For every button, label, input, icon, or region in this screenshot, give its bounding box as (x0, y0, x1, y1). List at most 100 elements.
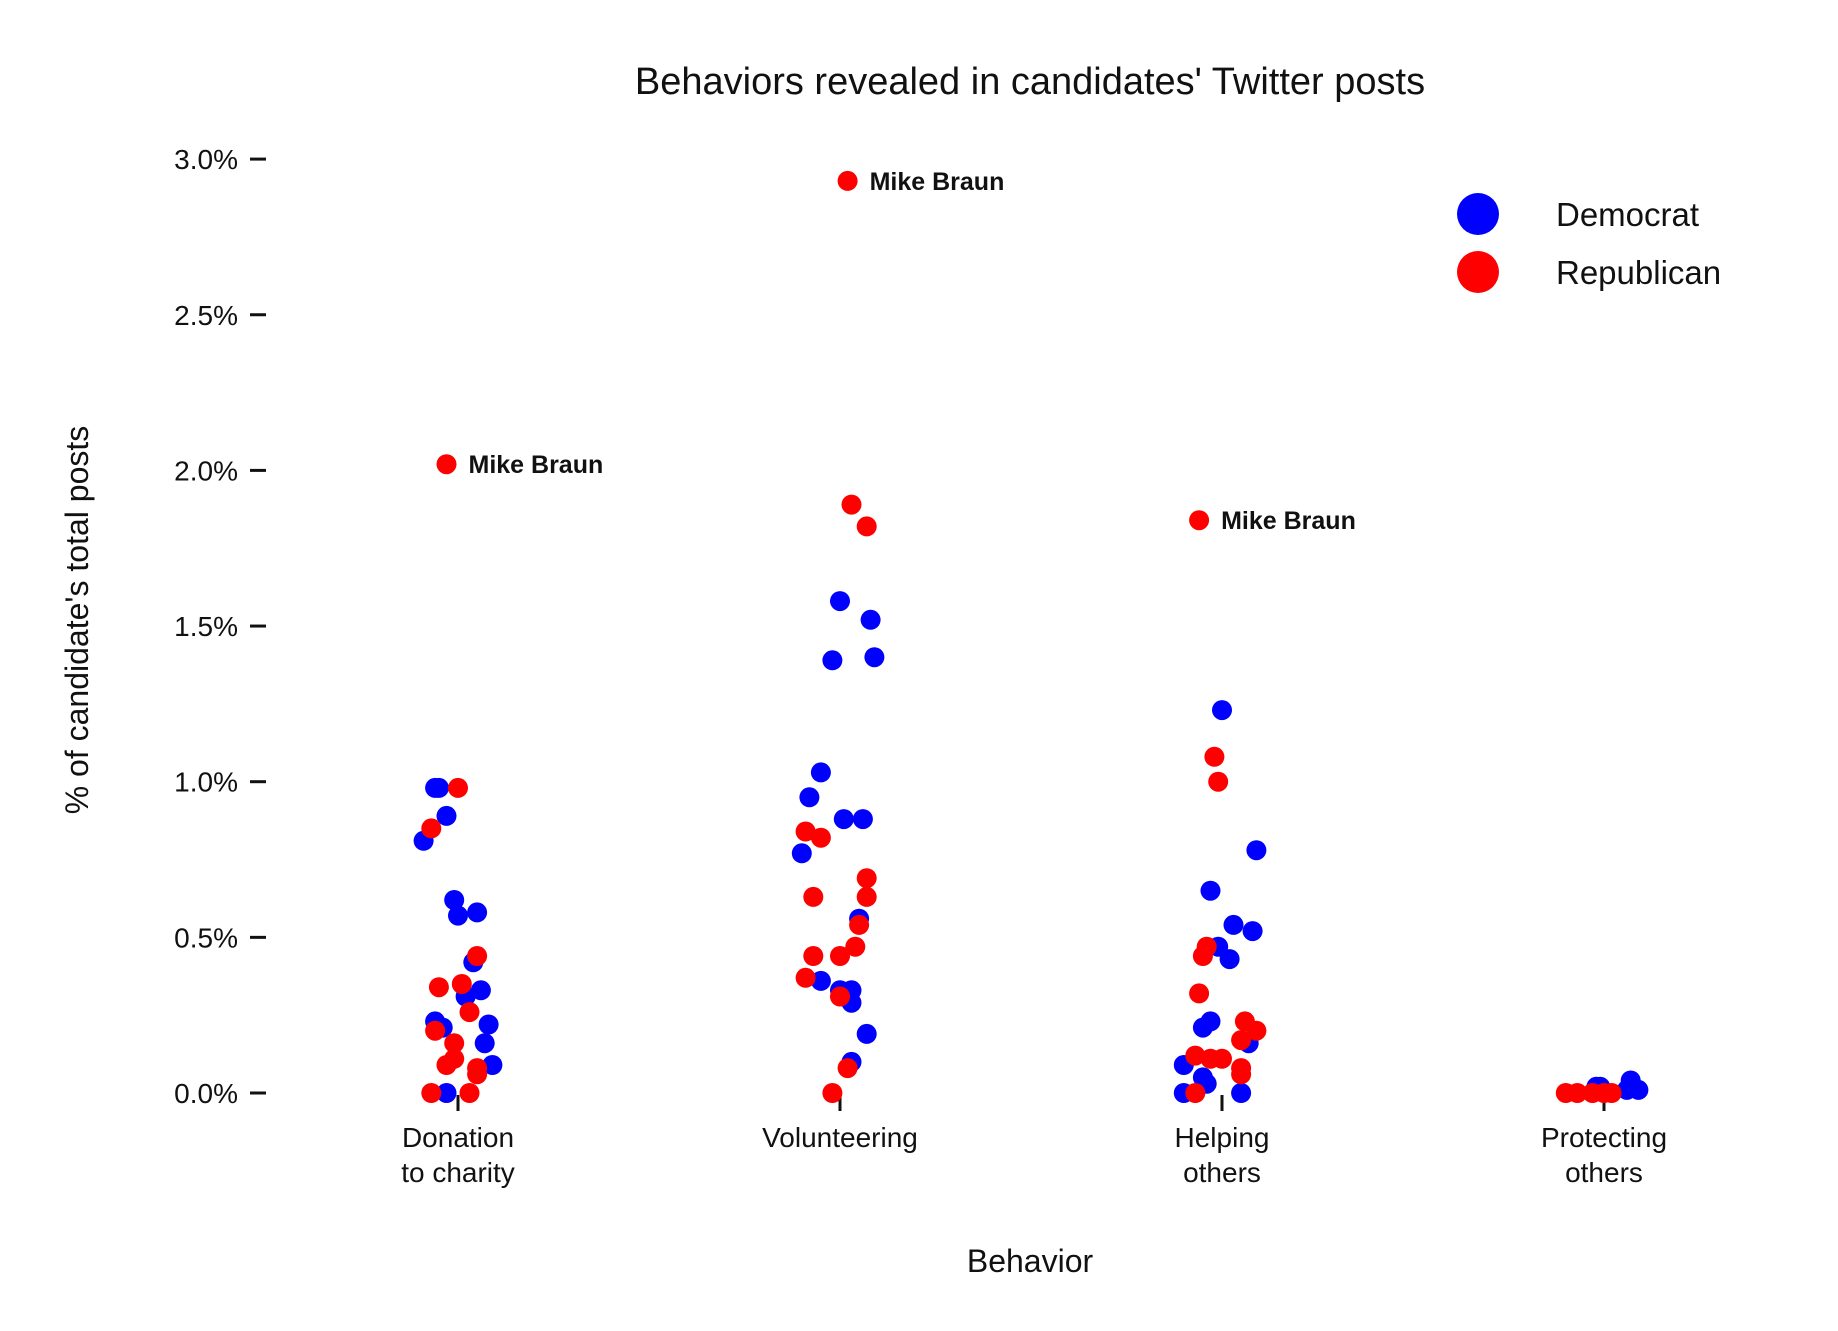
democrat-point (833, 809, 854, 830)
republican-point (856, 516, 877, 537)
democrat-point (1246, 840, 1267, 861)
democrat-point (428, 777, 449, 798)
republican-point (841, 494, 862, 515)
y-tick-label: 0.5% (174, 922, 238, 953)
republican-point (1185, 1083, 1206, 1103)
democrat-point (482, 1055, 503, 1075)
democrat-point (852, 809, 873, 830)
republican-point (467, 1064, 488, 1085)
chart-title: Behaviors revealed in candidates' Twitte… (635, 61, 1425, 103)
democrat-point (822, 650, 843, 671)
democrat-point (830, 591, 850, 612)
y-axis: 0.0% 0.5% 1.0% 1.5% 2.0% 2.5% 3.0% (174, 144, 266, 1109)
annotation-label: Mike Braun (469, 451, 604, 479)
republican-point (1212, 1048, 1232, 1069)
y-tick-label: 2.5% (174, 300, 238, 331)
republican-point (448, 777, 468, 798)
y-tick-label: 3.0% (174, 144, 238, 175)
democrat-point (799, 787, 820, 808)
annotation-label: Mike Braun (1221, 507, 1356, 535)
republican-point (1231, 1030, 1252, 1051)
democrat-point (448, 905, 468, 926)
republican-point (837, 170, 858, 191)
republican-point (421, 1083, 442, 1103)
democrat-point (436, 805, 457, 826)
republican-point (1567, 1083, 1588, 1103)
x-axis-label: Behavior (967, 1243, 1094, 1279)
democrat-point (436, 1083, 457, 1103)
democrat-point (444, 890, 465, 910)
republican-point (425, 1020, 446, 1041)
democrat-point (478, 1014, 499, 1035)
democrat-point (856, 1023, 877, 1044)
y-axis-label: % of candidate's total posts (59, 426, 95, 815)
democrat-point (810, 762, 831, 783)
republican-point (436, 454, 457, 475)
republican-point (1189, 983, 1210, 1004)
republican-point (1192, 946, 1213, 966)
democrat-point (1212, 700, 1232, 721)
x-axis: Donation to charity Volunteering Helping oth… (401, 1095, 1667, 1188)
republican-point (856, 868, 877, 889)
republican-point (849, 914, 870, 935)
democrat-point (1223, 914, 1244, 935)
data-points (413, 170, 1649, 1103)
republican-point (830, 946, 850, 966)
x-tick-label: Volunteering (762, 1122, 918, 1153)
republican-point (444, 1033, 465, 1054)
republican-point (803, 946, 824, 966)
democrat-point (467, 902, 488, 923)
y-tick-label: 1.0% (174, 767, 238, 798)
x-tick-label: others (1183, 1157, 1261, 1188)
democrat-point (810, 970, 831, 991)
democrat-point (1192, 1017, 1213, 1038)
x-tick-label: to charity (401, 1157, 515, 1188)
republican-point (459, 1083, 480, 1103)
democrat-point (1242, 921, 1263, 942)
republican-point (1189, 510, 1210, 531)
democrat-point (791, 843, 812, 864)
republican-point (428, 977, 449, 998)
legend-label-democrat: Democrat (1556, 196, 1699, 233)
republican-point (856, 886, 877, 907)
democrat-point (1616, 1079, 1637, 1100)
point-annotations: Mike Braun Mike Braun Mike Braun (469, 168, 1356, 535)
legend-label-republican: Republican (1556, 254, 1721, 291)
x-tick-label: others (1565, 1157, 1643, 1188)
republican-point (1231, 1064, 1252, 1085)
republican-point (436, 1055, 457, 1075)
republican-point (830, 986, 850, 1007)
annotation-label: Mike Braun (870, 168, 1005, 196)
democrat-point (1200, 880, 1221, 901)
republican-point (459, 1002, 480, 1023)
republican-point (421, 818, 442, 839)
republican-point (822, 1083, 843, 1103)
republican-point (845, 936, 866, 957)
republican-point (810, 827, 831, 848)
legend-marker-republican (1457, 251, 1499, 293)
republican-point (1246, 1020, 1267, 1041)
legend-marker-democrat (1457, 193, 1499, 235)
republican-point (1208, 771, 1229, 792)
republican-point (451, 974, 472, 994)
democrat-point (860, 609, 881, 630)
republican-point (795, 967, 816, 988)
x-tick-label: Helping (1175, 1122, 1270, 1153)
y-tick-label: 0.0% (174, 1078, 238, 1109)
democrat-point (1231, 1083, 1252, 1103)
republican-point (1601, 1083, 1622, 1103)
legend: Democrat Republican (1457, 193, 1721, 293)
democrat-point (474, 1033, 495, 1054)
republican-point (1204, 746, 1225, 767)
republican-point (795, 821, 816, 842)
republican-point (1185, 1045, 1206, 1066)
democrat-point (470, 980, 491, 1001)
y-tick-label: 2.0% (174, 455, 238, 486)
republican-point (837, 1058, 858, 1079)
republican-point (467, 946, 488, 966)
democrat-point (1219, 949, 1240, 970)
republican-point (803, 886, 824, 907)
x-tick-label: Protecting (1541, 1122, 1667, 1153)
